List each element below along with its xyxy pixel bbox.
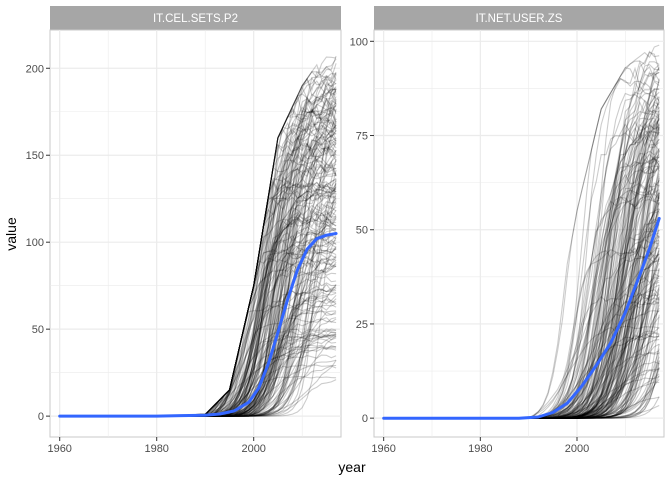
facet-panel-it-cel-sets: IT.CEL.SETS.P2 1960 1980 2000 0 50 100 150 200 (26, 6, 342, 455)
facet-strip (50, 6, 341, 30)
x-tick-label: 2000 (565, 443, 589, 455)
y-tick-label: 0 (38, 411, 44, 423)
trend-line (58, 232, 338, 418)
y-tick-label: 0 (362, 413, 368, 425)
x-tick-label: 1960 (371, 443, 395, 455)
x-tick-label: 2000 (241, 443, 265, 455)
y-tick-label: 150 (26, 150, 44, 162)
y-tick-label: 100 (26, 237, 44, 249)
facet-strip-label: IT.CEL.SETS.P2 (153, 13, 238, 25)
x-tick-label: 1980 (468, 443, 492, 455)
y-tick-label: 50 (356, 225, 368, 237)
y-tick-label: 25 (356, 319, 368, 331)
y-tick-label: 75 (356, 131, 368, 143)
y-axis-title: value (3, 217, 19, 251)
y-tick-label: 100 (350, 36, 368, 48)
x-axis-title: year (338, 459, 366, 475)
facet-strip-label: IT.NET.USER.ZS (476, 13, 563, 25)
y-tick-label: 50 (32, 324, 44, 336)
y-tick-label: 200 (26, 63, 44, 75)
trend-line (382, 216, 661, 420)
x-tick-label: 1960 (47, 443, 71, 455)
facet-panel-it-net-user: IT.NET.USER.ZS 1960 1980 2000 0 25 50 75 100 (350, 6, 665, 455)
plot-panel (373, 29, 665, 438)
x-tick-label: 1980 (144, 443, 168, 455)
plot-panel (49, 29, 342, 438)
facet-strip (374, 6, 664, 30)
